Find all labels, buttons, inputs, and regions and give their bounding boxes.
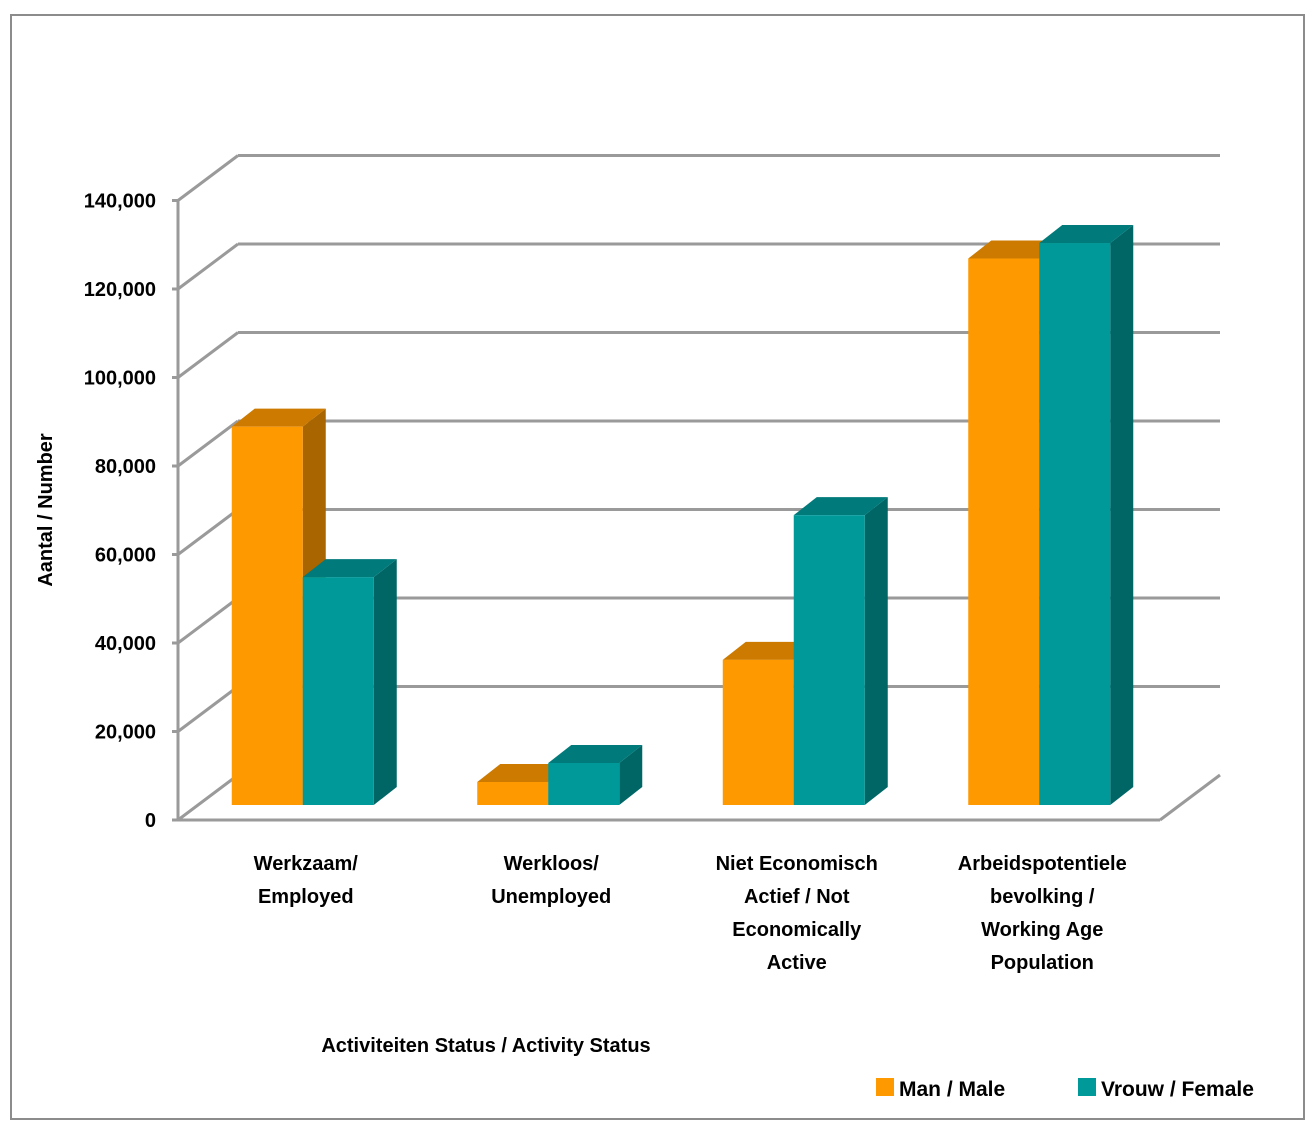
bar [477, 763, 572, 805]
bar-front [302, 577, 374, 805]
side-wall-gridline [177, 773, 239, 822]
x-tick-label-line: Werkloos/ [504, 853, 600, 875]
side-wall-gridline [177, 685, 239, 733]
bars [231, 225, 1134, 805]
y-tick-label: 0 [145, 810, 156, 832]
side-wall-gridline [177, 596, 239, 645]
legend-swatch [876, 1078, 894, 1096]
legend-label: Vrouw / Female [1101, 1078, 1254, 1101]
legend-item: Vrouw / Female [1078, 1078, 1254, 1101]
x-tick-label: Werkzaam/Employed [254, 853, 359, 908]
x-tick-label-line: bevolking / [990, 886, 1095, 908]
y-tick-label: 20,000 [95, 722, 156, 744]
side-wall-gridline [177, 419, 239, 468]
bar-front [477, 781, 549, 805]
y-tick-label: 60,000 [95, 545, 156, 567]
y-tick-label: 40,000 [95, 633, 156, 655]
bar-top [968, 240, 1063, 259]
bar-front [968, 258, 1040, 805]
y-tick-label: 80,000 [95, 456, 156, 478]
bar-front [231, 426, 303, 805]
floor-right-edge [1159, 773, 1221, 822]
bar-top [231, 408, 326, 427]
x-tick-label-line: Arbeidspotentiele [958, 853, 1127, 875]
bar-side [864, 497, 888, 805]
bar [548, 744, 643, 805]
bar-top [793, 497, 888, 516]
x-tick-label-line: Population [991, 952, 1094, 974]
bar-top [477, 763, 572, 782]
bar-top [1039, 225, 1134, 244]
chart-frame [10, 14, 1305, 1120]
x-tick-label-line: Economically [732, 919, 862, 941]
bar-top [722, 641, 817, 660]
x-tick-label-line: Niet Economisch [716, 853, 878, 875]
bar-front [722, 659, 794, 805]
bar-front [548, 762, 620, 805]
bar-top [302, 559, 397, 578]
y-tick-label: 120,000 [84, 279, 156, 301]
x-axis-title: Activiteiten Status / Activity Status [321, 1035, 650, 1057]
bar-side [373, 559, 397, 805]
y-tick-label: 100,000 [84, 368, 156, 390]
bar-front [1039, 243, 1111, 805]
legend-item: Man / Male [876, 1078, 1005, 1101]
side-wall-gridline [177, 508, 239, 556]
y-axis-title: Aantal / Number [35, 433, 57, 587]
side-wall-gridline [177, 242, 239, 291]
side-wall-gridline [177, 154, 239, 202]
x-tick-label-line: Working Age [981, 919, 1103, 941]
x-tick-label-line: Unemployed [491, 886, 611, 908]
x-tick-label: Niet Economisch Actief / Not Economically A… [716, 853, 878, 974]
bar [302, 559, 397, 805]
y-tick-label: 140,000 [84, 191, 156, 213]
x-tick-label-line: Werkzaam/ [254, 853, 359, 875]
bar-side [619, 744, 643, 805]
x-tick-label-line: Active [767, 952, 827, 974]
side-wall-gridline [177, 331, 239, 379]
bar-top [548, 744, 643, 763]
x-tick-label-line: Actief / Not [744, 886, 850, 908]
x-tick-label: Arbeidspotentiele bevolking / Working Age P… [958, 853, 1127, 974]
legend-swatch [1078, 1078, 1096, 1096]
x-tick-label-line: Employed [258, 886, 354, 908]
bar [1039, 225, 1134, 805]
x-tick-label: Werkloos/Unemployed [491, 853, 611, 908]
bar [793, 497, 888, 805]
bar-side [1110, 225, 1134, 805]
legend-label: Man / Male [899, 1078, 1005, 1101]
bar-front [793, 515, 865, 805]
